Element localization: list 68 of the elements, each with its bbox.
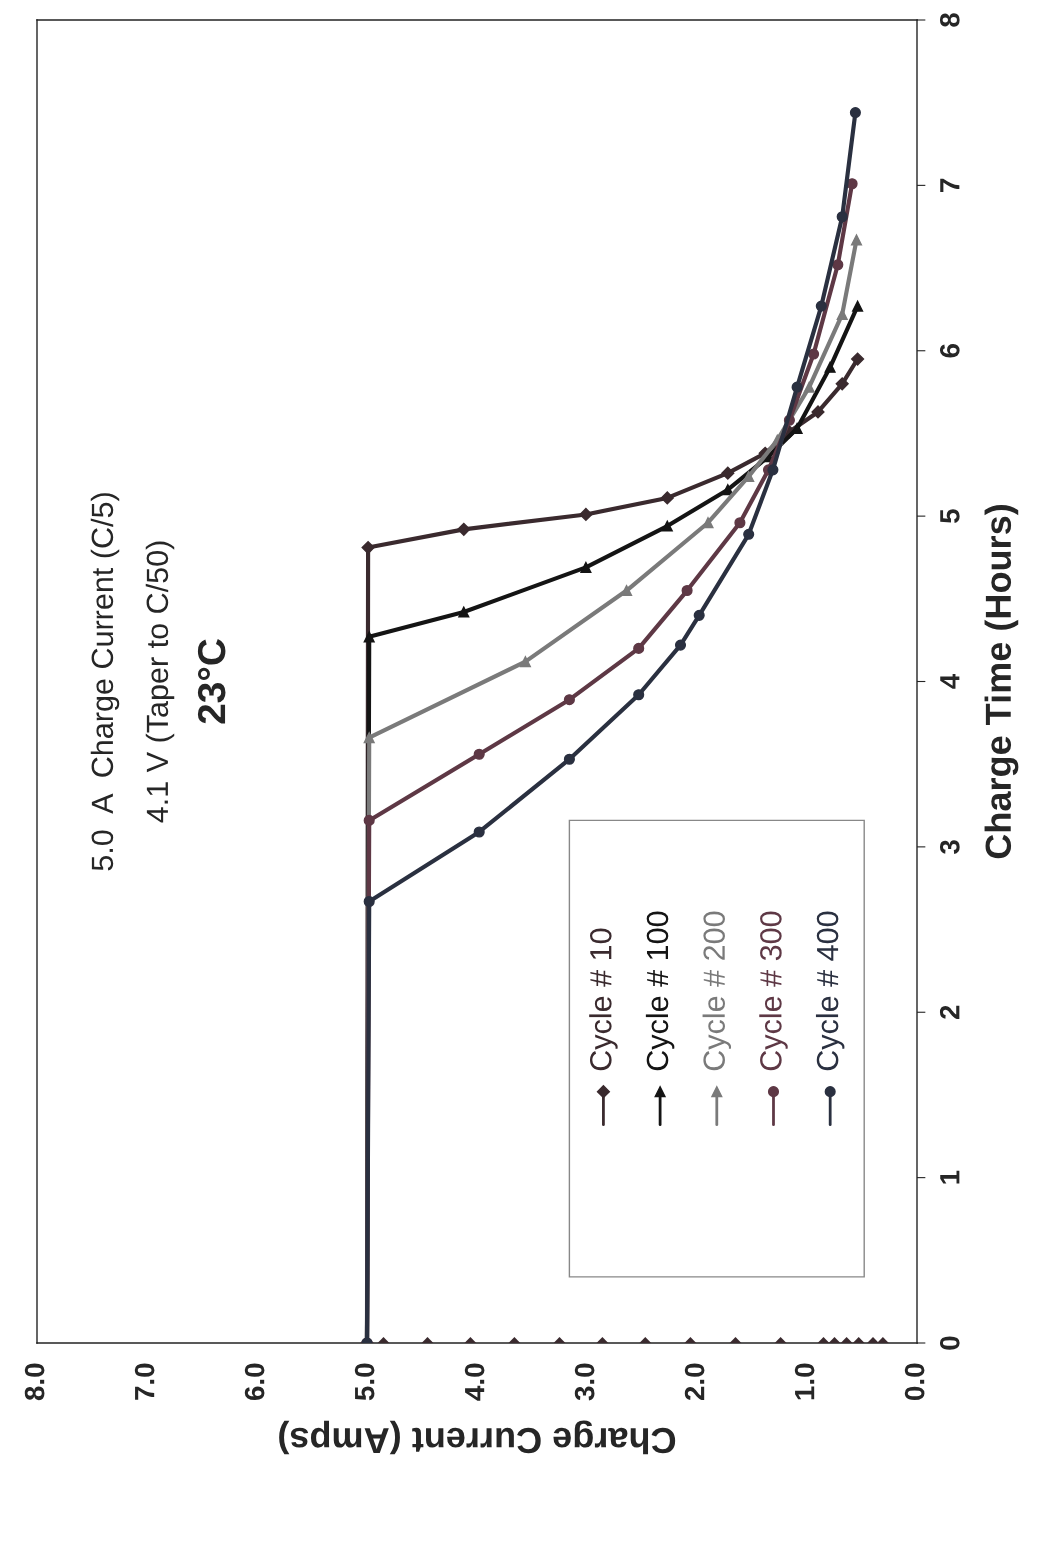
point — [621, 584, 633, 597]
point — [473, 748, 485, 760]
point — [734, 517, 746, 529]
point — [803, 381, 815, 393]
point — [836, 211, 848, 223]
y-tick-label: 4 — [940, 673, 960, 689]
x-tick-label: 3.0 — [574, 1363, 595, 1401]
point — [519, 656, 531, 668]
point — [835, 377, 849, 391]
x-tick-label: 4.0 — [464, 1363, 485, 1401]
point — [363, 631, 375, 643]
y-tick-label: 0 — [939, 1336, 960, 1350]
x-tick-label: 2.0 — [684, 1363, 705, 1401]
text: 4.1 V (Taper to C/50) — [145, 541, 175, 823]
x-tick-label: 6.0 — [244, 1363, 265, 1401]
point — [808, 348, 820, 360]
x-tick-label: 8.0 — [24, 1363, 45, 1401]
point — [767, 464, 779, 476]
y-tick-label: 8 — [939, 13, 960, 27]
point — [681, 584, 693, 597]
point — [363, 814, 375, 826]
text: Cycle # 100 — [645, 911, 675, 1071]
point — [579, 507, 593, 522]
point — [563, 753, 575, 765]
x-axis-title: Charge Current (Amps) — [279, 1420, 676, 1455]
point — [457, 522, 471, 536]
point — [815, 300, 827, 312]
point — [633, 642, 645, 654]
y-tick-label: 2 — [939, 1005, 960, 1020]
point — [363, 895, 375, 908]
point — [811, 405, 825, 419]
y-tick-label: 5 — [940, 509, 960, 523]
point — [563, 694, 575, 706]
y-axis-title: Charge Time (Hours) — [984, 505, 1019, 859]
point — [791, 381, 803, 393]
point — [633, 689, 645, 701]
text: Cycle # 10 — [589, 928, 618, 1071]
point — [743, 470, 755, 482]
point — [721, 466, 735, 480]
y-tick-label: 1 — [940, 1170, 960, 1184]
x-tick-label: 0.0 — [904, 1363, 925, 1400]
point — [580, 561, 592, 573]
text: Cycle # 400 — [815, 911, 845, 1071]
point — [824, 361, 836, 373]
point — [851, 352, 865, 366]
y-tick-label: 6 — [939, 344, 960, 358]
point — [852, 300, 864, 312]
x-tick-label: 7.0 — [134, 1363, 155, 1400]
point — [693, 609, 705, 621]
point — [661, 520, 673, 532]
point — [361, 540, 375, 555]
point — [363, 732, 375, 744]
point — [674, 639, 687, 651]
point — [832, 259, 844, 271]
text: Cycle # 200 — [702, 911, 732, 1071]
point — [458, 606, 470, 618]
point — [660, 491, 674, 505]
x-tick-label: 5.0 — [354, 1363, 375, 1401]
y-tick-label: 7 — [940, 178, 960, 192]
point — [473, 826, 485, 838]
point — [849, 107, 861, 119]
text: Cycle # 300 — [759, 911, 788, 1071]
x-tick-label: 1.0 — [794, 1363, 815, 1400]
point — [743, 528, 755, 540]
point — [850, 234, 863, 246]
text: 5.0 A Charge Current (C/5) — [90, 493, 120, 871]
y-tick-label: 3 — [939, 840, 960, 854]
annotation: 23°C — [197, 639, 226, 724]
